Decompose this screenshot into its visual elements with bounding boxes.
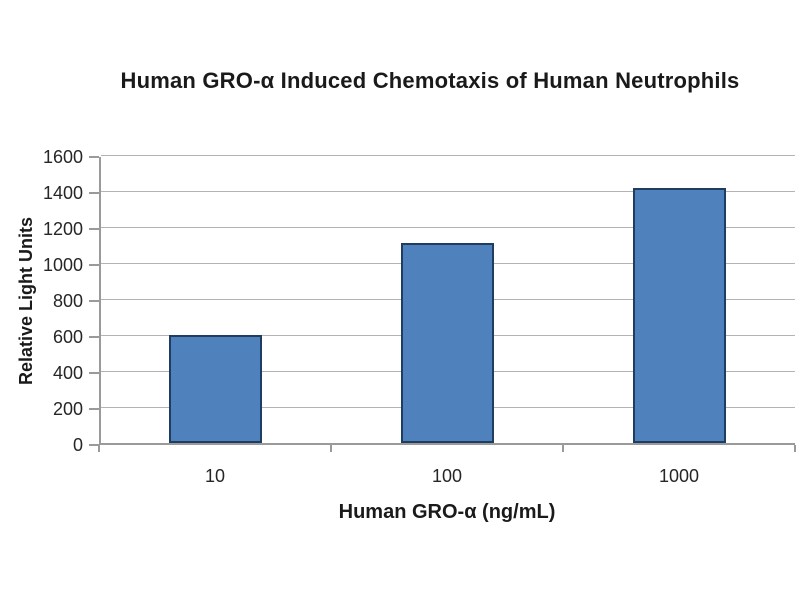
y-tick-mark-1000 bbox=[89, 264, 99, 266]
x-tick-label-1000: 1000 bbox=[658, 466, 700, 486]
gridline-y-1400 bbox=[101, 191, 795, 192]
x-tick-mark-0 bbox=[98, 445, 100, 452]
x-tick-mark-1 bbox=[330, 445, 332, 452]
y-tick-label-1400: 1400 bbox=[42, 183, 83, 203]
x-axis-label: Human GRO-α (ng/mL) bbox=[338, 501, 556, 523]
y-tick-mark-1200 bbox=[89, 228, 99, 230]
y-tick-mark-1400 bbox=[89, 192, 99, 194]
gridline-y-1200 bbox=[101, 227, 795, 228]
plot-area bbox=[99, 155, 795, 445]
y-tick-label-1200: 1200 bbox=[42, 219, 83, 239]
gridline-y-1600 bbox=[101, 155, 795, 156]
chart-title: Human GRO-α Induced Chemotaxis of Human … bbox=[120, 68, 740, 93]
bar-10 bbox=[168, 335, 262, 443]
y-tick-label-1000: 1000 bbox=[42, 255, 83, 275]
bar-100 bbox=[400, 243, 494, 443]
x-tick-mark-2 bbox=[562, 445, 564, 452]
y-tick-label-0: 0 bbox=[72, 435, 83, 455]
x-tick-label-10: 10 bbox=[204, 466, 226, 486]
y-tick-mark-800 bbox=[89, 300, 99, 302]
y-tick-label-800: 800 bbox=[52, 291, 83, 311]
y-tick-label-400: 400 bbox=[52, 363, 83, 383]
y-tick-mark-600 bbox=[89, 336, 99, 338]
y-tick-mark-400 bbox=[89, 372, 99, 374]
y-tick-label-200: 200 bbox=[52, 399, 83, 419]
bar-1000 bbox=[632, 188, 726, 443]
y-tick-mark-1600 bbox=[89, 156, 99, 158]
y-tick-label-600: 600 bbox=[52, 327, 83, 347]
x-tick-label-100: 100 bbox=[431, 466, 463, 486]
y-tick-mark-200 bbox=[89, 408, 99, 410]
y-tick-label-1600: 1600 bbox=[42, 147, 83, 167]
y-tick-mark-0 bbox=[89, 444, 99, 446]
x-tick-mark-3 bbox=[794, 445, 796, 452]
